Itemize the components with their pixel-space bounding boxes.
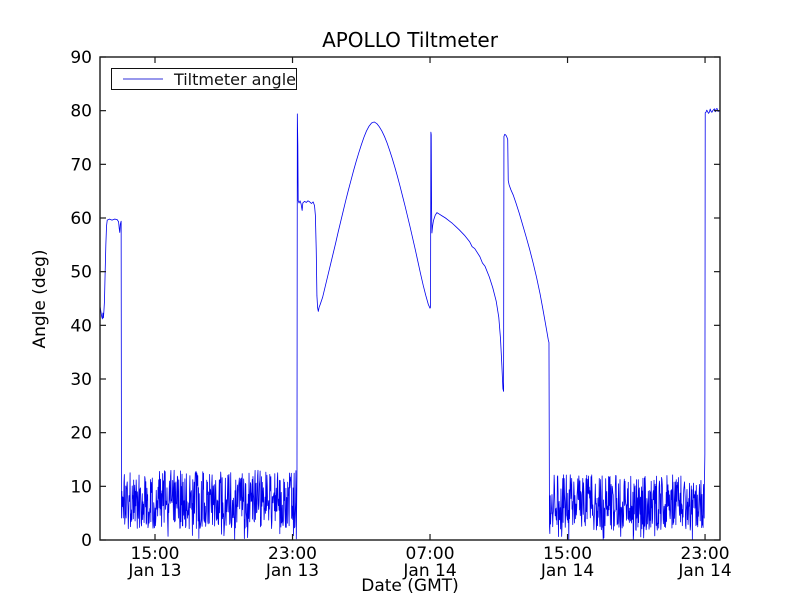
- x-tick-date-label: Jan 13: [265, 561, 319, 581]
- y-tick-label: 30: [70, 370, 92, 390]
- y-tick-label: 20: [70, 424, 92, 444]
- x-axis-label: Date (GMT): [361, 576, 459, 596]
- y-tick-label: 40: [70, 316, 92, 336]
- chart-title: APOLLO Tiltmeter: [322, 28, 498, 52]
- x-tick-date-label: Jan 13: [127, 561, 181, 581]
- legend-label: Tiltmeter angle: [173, 69, 296, 89]
- data-line: [99, 108, 721, 541]
- y-axis-ticks: 0 10 20 30 40 50 60 70 80 90: [70, 48, 720, 551]
- x-tick-time-label: 15:00: [131, 544, 180, 564]
- y-tick-label: 50: [70, 263, 92, 283]
- y-tick-label: 60: [70, 209, 92, 229]
- x-tick-time-label: 23:00: [268, 544, 317, 564]
- y-tick-label: 90: [70, 48, 92, 68]
- legend: Tiltmeter angle: [111, 68, 297, 90]
- plot-frame: [99, 56, 721, 541]
- y-tick-label: 70: [70, 155, 92, 175]
- x-tick-time-label: 23:00: [681, 544, 730, 564]
- x-tick-date-label: Jan 14: [677, 561, 731, 581]
- x-tick-time-label: 07:00: [406, 544, 455, 564]
- y-axis-label: Angle (deg): [30, 249, 50, 349]
- x-tick-date-label: Jan 14: [540, 561, 594, 581]
- y-tick-label: 10: [70, 477, 92, 497]
- y-tick-label: 80: [70, 102, 92, 122]
- legend-line-sample: [123, 78, 163, 80]
- x-tick-date-label: Jan 14: [402, 561, 456, 581]
- y-tick-label: 0: [81, 531, 92, 551]
- x-tick-time-label: 15:00: [543, 544, 592, 564]
